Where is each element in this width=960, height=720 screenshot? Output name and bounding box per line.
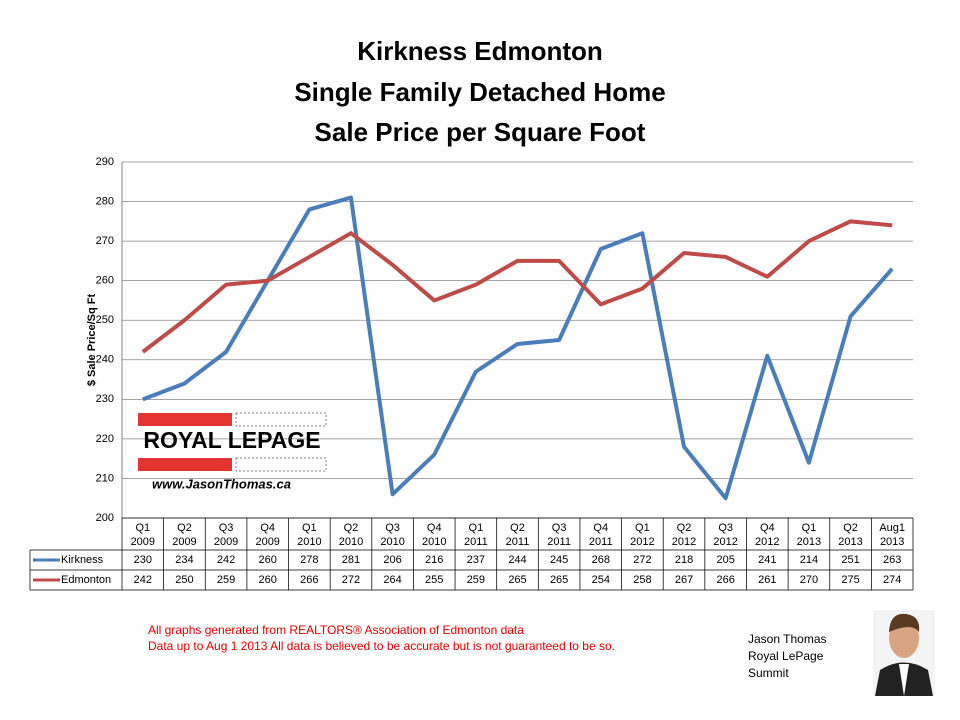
table-value: 218 <box>675 554 693 566</box>
table-value: 264 <box>383 574 401 586</box>
table-value: 261 <box>758 574 776 586</box>
series-line <box>141 219 893 354</box>
table-value: 216 <box>425 554 443 566</box>
x-tick-label: Q2 2013 <box>838 522 862 548</box>
table-value: 268 <box>592 554 610 566</box>
legend-label: Kirkness <box>61 554 104 566</box>
x-tick-label: Aug1 2013 <box>879 522 905 548</box>
x-tick-label: Q2 2010 <box>339 522 363 548</box>
table-value: 251 <box>841 554 859 566</box>
x-tick-label: Q4 2011 <box>589 522 613 548</box>
table-value: 265 <box>508 574 526 586</box>
logo-url: www.JasonThomas.ca <box>152 476 291 491</box>
photo-hair <box>889 613 920 632</box>
table-value: 275 <box>841 574 859 586</box>
x-tick-label: Q1 2012 <box>630 522 654 548</box>
legend-label: Edmonton <box>61 574 111 586</box>
x-tick-label: Q1 2013 <box>797 522 821 548</box>
table-value: 259 <box>217 574 235 586</box>
x-tick-label: Q4 2009 <box>255 522 279 548</box>
x-tick-label: Q4 2012 <box>755 522 779 548</box>
logo-brand: ROYAL LEPAGE <box>143 427 320 453</box>
table-value: 214 <box>800 554 818 566</box>
x-tick-label: Q1 2009 <box>131 522 155 548</box>
table-value: 237 <box>467 554 485 566</box>
table-value: 260 <box>259 574 277 586</box>
table-value: 205 <box>716 554 734 566</box>
y-tick-label: 230 <box>96 393 114 405</box>
note: Data up to Aug 1 2013 All data is believ… <box>148 639 615 653</box>
table-value: 258 <box>633 574 651 586</box>
table-value: 250 <box>175 574 193 586</box>
x-tick-label: Q3 2011 <box>547 522 571 548</box>
x-tick-label: Q1 2011 <box>464 522 488 548</box>
y-tick-label: 280 <box>96 195 114 207</box>
table-value: 242 <box>217 554 235 566</box>
y-tick-label: 220 <box>96 433 114 445</box>
table-value: 263 <box>883 554 901 566</box>
logo-bar <box>235 457 327 472</box>
table-value: 266 <box>300 574 318 586</box>
table-value: 265 <box>550 574 568 586</box>
y-tick-label: 260 <box>96 275 114 287</box>
x-tick-label: Q2 2011 <box>506 522 530 548</box>
y-tick-label: 270 <box>96 235 114 247</box>
photo-shirt <box>899 664 909 696</box>
table-value: 241 <box>758 554 776 566</box>
y-axis-label: $ Sale Price/Sq Ft <box>86 294 98 387</box>
chart-title: Sale Price per Square Foot <box>315 117 646 147</box>
table-value: 206 <box>383 554 401 566</box>
y-tick-label: 210 <box>96 472 114 484</box>
agent-photo <box>873 610 935 696</box>
table-value: 270 <box>800 574 818 586</box>
agent-company: Royal LePage <box>748 649 824 663</box>
table-value: 245 <box>550 554 568 566</box>
logo-bar <box>235 412 327 427</box>
x-tick-label: Q2 2009 <box>172 522 196 548</box>
table-value: 242 <box>134 574 152 586</box>
table-value: 266 <box>716 574 734 586</box>
logo: ROYAL LEPAGE www.JasonThomas.ca <box>138 412 327 491</box>
y-tick-label: 200 <box>96 512 114 524</box>
table-value: 260 <box>259 554 277 566</box>
table-value: 267 <box>675 574 693 586</box>
table-value: 281 <box>342 554 360 566</box>
chart-title: Kirkness Edmonton <box>357 36 603 66</box>
x-tick-label: Q2 2012 <box>672 522 696 548</box>
table-value: 278 <box>300 554 318 566</box>
table-value: 254 <box>592 574 610 586</box>
x-tick-label: Q1 2010 <box>297 522 321 548</box>
table-value: 255 <box>425 574 443 586</box>
y-tick-label: 250 <box>96 314 114 326</box>
logo-bar <box>138 458 232 471</box>
agent-office: Summit <box>748 666 789 680</box>
table-value: 244 <box>508 554 526 566</box>
y-tick-label: 290 <box>96 156 114 168</box>
x-tick-label: Q3 2009 <box>214 522 238 548</box>
table-value: 234 <box>175 554 193 566</box>
logo-bar <box>138 413 232 426</box>
chart-title: Single Family Detached Home <box>294 77 665 107</box>
table-value: 230 <box>134 554 152 566</box>
table-value: 274 <box>883 574 901 586</box>
table-value: 272 <box>633 554 651 566</box>
agent-name: Jason Thomas <box>748 632 827 646</box>
series-line <box>142 195 894 501</box>
table-value: 272 <box>342 574 360 586</box>
x-tick-label: Q3 2010 <box>380 522 404 548</box>
x-tick-label: Q3 2012 <box>713 522 737 548</box>
note: All graphs generated from REALTORS® Asso… <box>148 623 524 637</box>
x-tick-label: Q4 2010 <box>422 522 446 548</box>
table-value: 259 <box>467 574 485 586</box>
y-tick-label: 240 <box>96 354 114 366</box>
